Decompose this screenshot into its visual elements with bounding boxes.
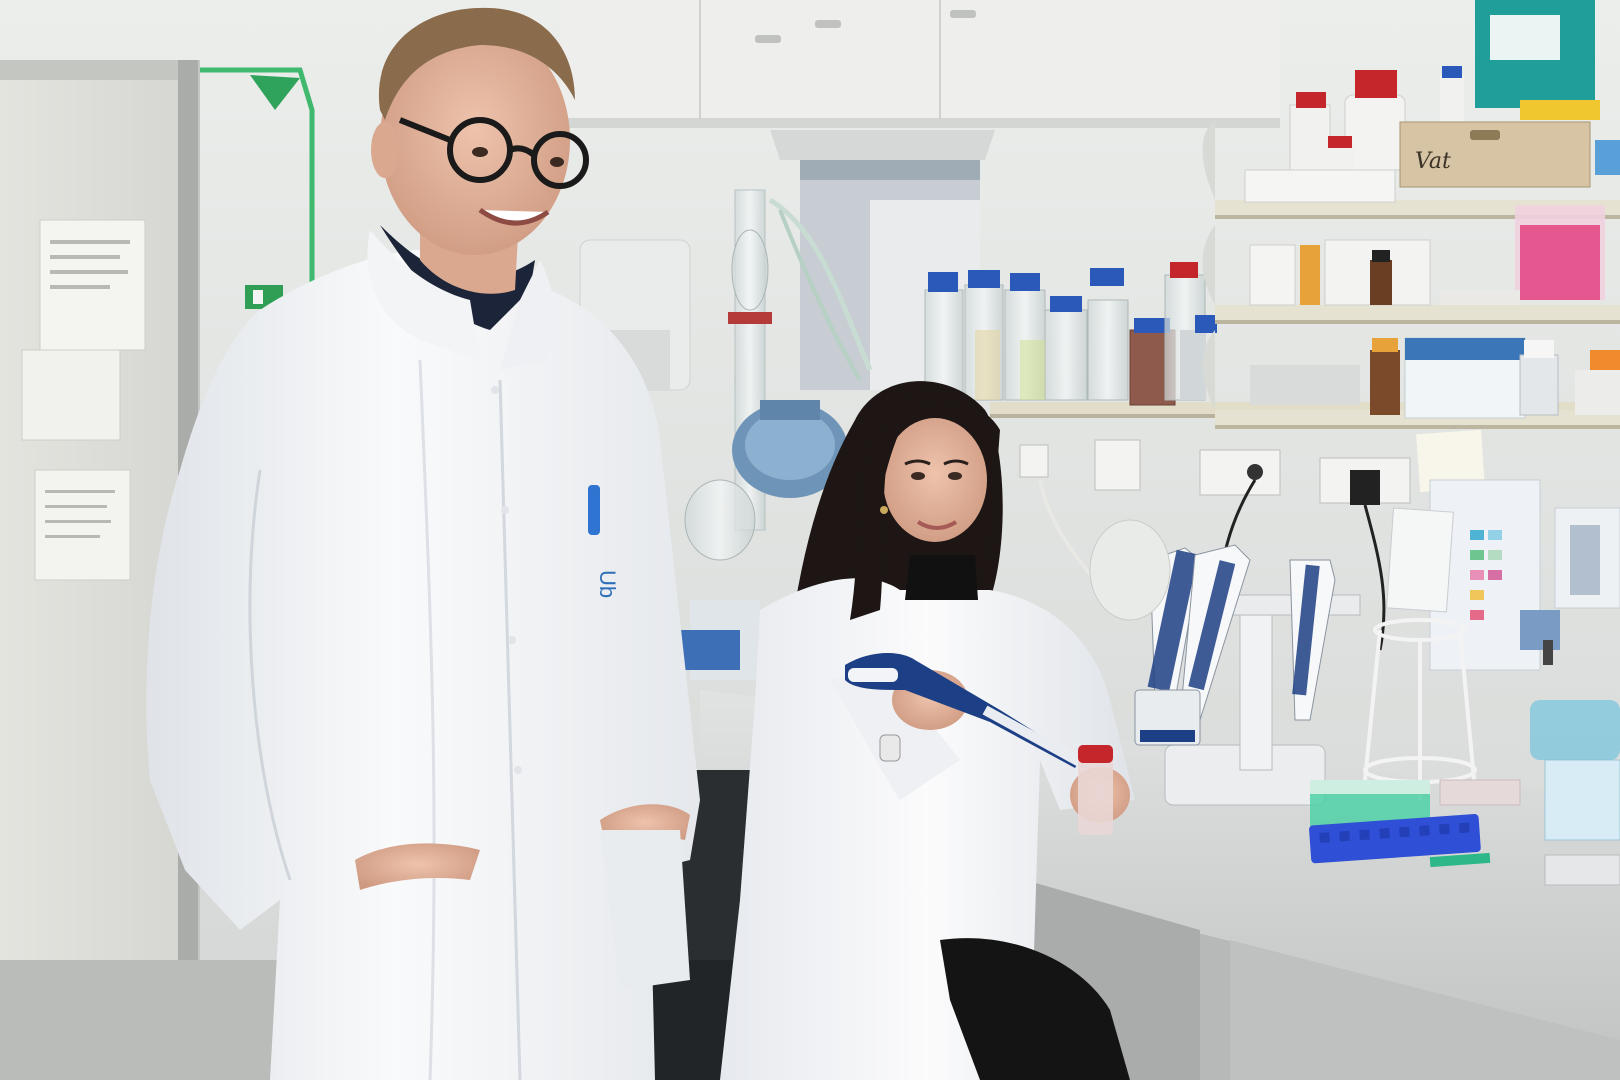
upper-cabinets [560, 0, 1280, 128]
box-right [1544, 759, 1620, 841]
pipette-stand [1134, 544, 1361, 806]
right-shelving: Vat [1202, 0, 1620, 429]
man-standing: Ub [146, 7, 700, 1080]
woman-seated [720, 381, 1135, 1080]
drawer-label: Vat [1415, 149, 1451, 174]
green-pipe [200, 67, 315, 300]
tube-rack [1309, 814, 1481, 864]
power-outlets [1019, 439, 1411, 651]
bottle-shelf [924, 262, 1620, 418]
coat-logo: Ub [595, 570, 620, 598]
green-clip [250, 75, 300, 110]
wall-lamp [1089, 519, 1171, 621]
